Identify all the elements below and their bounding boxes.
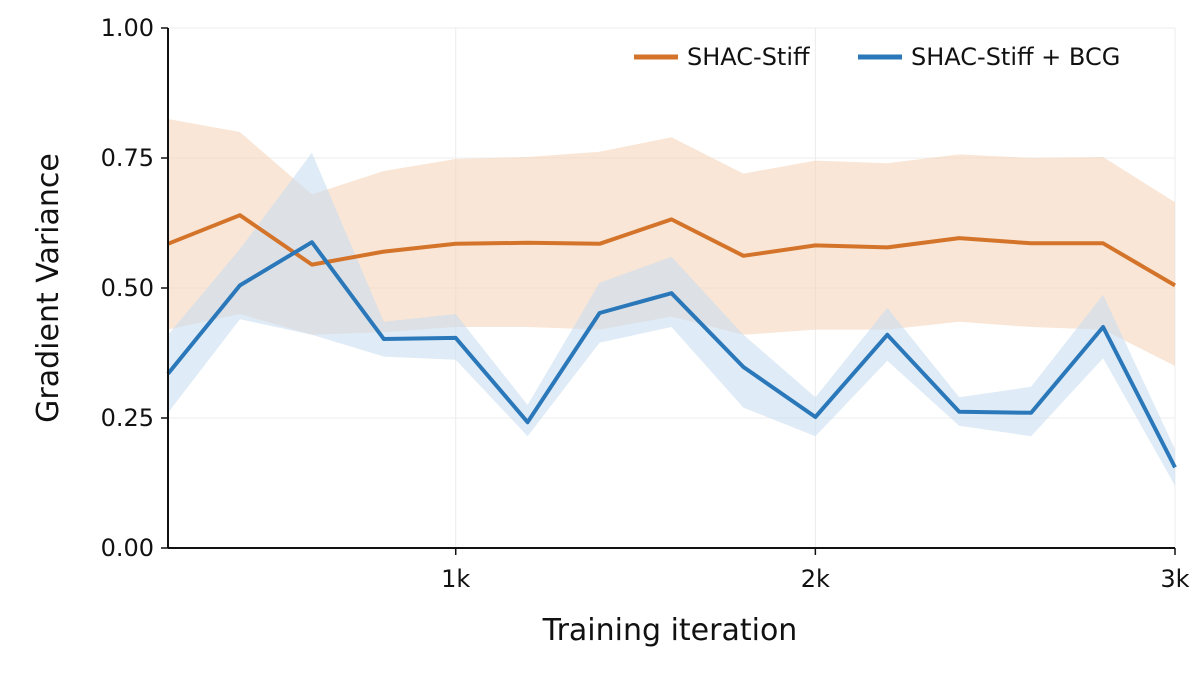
x-tick-label-0: 1k [441, 565, 470, 593]
y-tick-label-1: 0.25 [101, 404, 154, 432]
series-lines [166, 213, 1177, 469]
y-tick-label-3: 0.75 [101, 144, 154, 172]
legend: SHAC-Stiff SHAC-Stiff + BCG [634, 43, 1120, 71]
band-series-1 [168, 152, 1175, 486]
legend-label-0: SHAC-Stiff [687, 43, 810, 71]
x-tick-label-2: 3k [1160, 565, 1189, 593]
tick-labels: 0.00 0.25 0.50 0.75 1.00 1k 2k 3k [101, 14, 1190, 593]
x-axis-title: Training iteration [542, 613, 798, 648]
band-series-0 [168, 119, 1175, 366]
legend-label-1: SHAC-Stiff + BCG [911, 43, 1120, 71]
variance-bands [168, 119, 1175, 486]
y-axis-title: Gradient Variance [31, 153, 66, 423]
y-tick-label-0: 0.00 [101, 534, 154, 562]
y-tick-label-2: 0.50 [101, 274, 154, 302]
line-series-0 [167, 213, 1177, 288]
y-tick-label-4: 1.00 [101, 14, 154, 42]
line-series-1 [166, 240, 1177, 469]
x-tick-label-1: 2k [801, 565, 830, 593]
